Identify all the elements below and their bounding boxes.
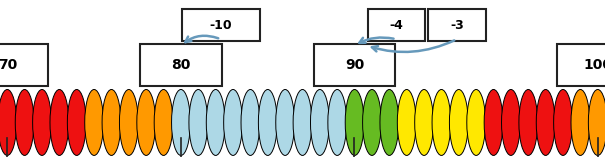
Text: 70: 70	[0, 58, 17, 72]
Ellipse shape	[276, 89, 295, 155]
Ellipse shape	[536, 89, 555, 155]
Ellipse shape	[588, 89, 605, 155]
FancyBboxPatch shape	[182, 9, 260, 41]
Ellipse shape	[15, 89, 34, 155]
Ellipse shape	[414, 89, 433, 155]
Ellipse shape	[241, 89, 260, 155]
Ellipse shape	[519, 89, 538, 155]
Ellipse shape	[571, 89, 590, 155]
Ellipse shape	[554, 89, 572, 155]
FancyBboxPatch shape	[0, 44, 48, 86]
Text: -10: -10	[209, 19, 232, 32]
Ellipse shape	[328, 89, 347, 155]
Ellipse shape	[293, 89, 312, 155]
Ellipse shape	[67, 89, 86, 155]
Ellipse shape	[310, 89, 329, 155]
Ellipse shape	[397, 89, 416, 155]
Ellipse shape	[380, 89, 399, 155]
Text: -3: -3	[450, 19, 463, 32]
Ellipse shape	[258, 89, 277, 155]
Ellipse shape	[362, 89, 381, 155]
Ellipse shape	[450, 89, 468, 155]
Ellipse shape	[345, 89, 364, 155]
Ellipse shape	[0, 89, 17, 155]
FancyBboxPatch shape	[368, 9, 425, 41]
Ellipse shape	[85, 89, 103, 155]
Ellipse shape	[432, 89, 451, 155]
Ellipse shape	[484, 89, 503, 155]
Ellipse shape	[224, 89, 243, 155]
Text: 90: 90	[345, 58, 364, 72]
Ellipse shape	[137, 89, 155, 155]
Ellipse shape	[33, 89, 51, 155]
Ellipse shape	[119, 89, 138, 155]
FancyBboxPatch shape	[313, 44, 395, 86]
Ellipse shape	[102, 89, 121, 155]
Text: 100: 100	[583, 58, 605, 72]
Ellipse shape	[154, 89, 173, 155]
FancyBboxPatch shape	[428, 9, 485, 41]
Text: 80: 80	[171, 58, 191, 72]
Ellipse shape	[206, 89, 225, 155]
Ellipse shape	[189, 89, 208, 155]
FancyBboxPatch shape	[557, 44, 605, 86]
Text: -4: -4	[390, 19, 403, 32]
Ellipse shape	[467, 89, 486, 155]
FancyBboxPatch shape	[140, 44, 221, 86]
Ellipse shape	[50, 89, 69, 155]
Ellipse shape	[502, 89, 520, 155]
Ellipse shape	[172, 89, 191, 155]
